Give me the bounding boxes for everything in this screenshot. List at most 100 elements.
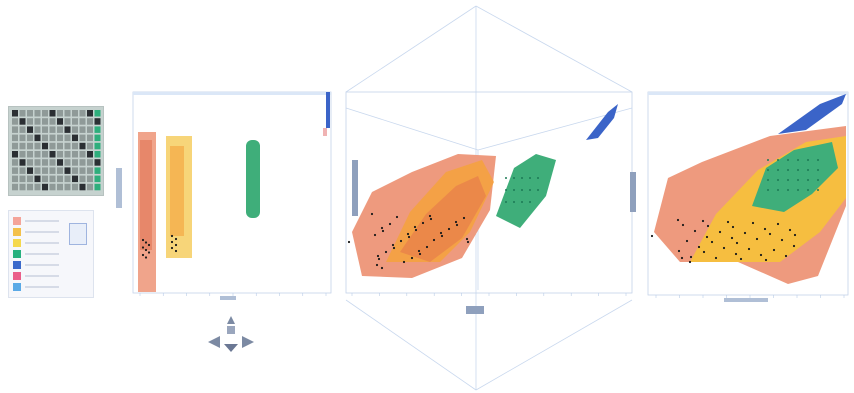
data-point xyxy=(456,224,458,226)
data-point xyxy=(142,254,144,256)
data-point xyxy=(794,234,796,236)
data-point xyxy=(773,249,775,251)
data-point xyxy=(414,226,416,228)
data-point xyxy=(727,221,729,223)
data-point xyxy=(817,189,819,191)
data-point xyxy=(411,257,413,259)
data-point xyxy=(455,221,457,223)
data-point xyxy=(678,250,680,252)
data-point xyxy=(711,241,713,243)
center-y-axis-label xyxy=(352,160,358,216)
data-point xyxy=(505,201,507,203)
data-point xyxy=(777,223,779,225)
navigation-arrows-icon[interactable] xyxy=(200,310,262,354)
data-point xyxy=(807,189,809,191)
data-point xyxy=(698,246,700,248)
data-point xyxy=(797,159,799,161)
data-point xyxy=(426,246,428,248)
data-point xyxy=(781,239,783,241)
data-point xyxy=(682,224,684,226)
data-point xyxy=(731,237,733,239)
data-point xyxy=(374,234,376,236)
data-point xyxy=(175,250,177,252)
data-point xyxy=(744,232,746,234)
data-point xyxy=(400,240,402,242)
data-point xyxy=(764,228,766,230)
orange-core xyxy=(170,146,184,236)
data-point xyxy=(175,238,177,240)
blue-bar xyxy=(326,92,330,128)
green-region xyxy=(496,154,556,228)
data-point xyxy=(381,267,383,269)
data-point xyxy=(715,257,717,259)
data-point xyxy=(752,222,754,224)
data-point xyxy=(777,159,779,161)
data-point xyxy=(785,255,787,257)
data-point xyxy=(689,261,691,263)
data-point xyxy=(769,233,771,235)
data-point xyxy=(797,179,799,181)
data-point xyxy=(145,249,147,251)
data-point xyxy=(767,169,769,171)
data-point xyxy=(505,189,507,191)
data-point xyxy=(466,238,468,240)
data-point xyxy=(767,159,769,161)
data-point xyxy=(385,251,387,253)
data-point xyxy=(441,235,443,237)
center-axis-widget xyxy=(466,306,484,314)
data-point xyxy=(817,179,819,181)
data-point xyxy=(396,216,398,218)
data-point xyxy=(748,248,750,250)
data-point xyxy=(148,251,150,253)
panel-left-frame xyxy=(133,92,331,293)
data-point xyxy=(403,261,405,263)
data-point xyxy=(756,238,758,240)
data-point xyxy=(686,240,688,242)
data-point xyxy=(377,255,379,257)
data-point xyxy=(707,225,709,227)
data-point xyxy=(807,169,809,171)
right-x-axis-label xyxy=(724,298,768,302)
data-point xyxy=(440,232,442,234)
data-point xyxy=(382,230,384,232)
data-point xyxy=(393,247,395,249)
data-point xyxy=(797,169,799,171)
data-point xyxy=(348,241,350,243)
data-point xyxy=(787,159,789,161)
data-point xyxy=(765,259,767,261)
data-point xyxy=(702,220,704,222)
data-point xyxy=(389,223,391,225)
data-point xyxy=(419,253,421,255)
right-y-axis-label xyxy=(630,172,636,212)
data-point xyxy=(797,189,799,191)
data-point xyxy=(448,228,450,230)
data-point xyxy=(513,189,515,191)
data-point xyxy=(415,229,417,231)
data-point xyxy=(408,236,410,238)
data-point xyxy=(171,247,173,249)
data-point xyxy=(732,226,734,228)
data-point xyxy=(148,244,150,246)
data-point xyxy=(777,189,779,191)
data-point xyxy=(537,189,539,191)
data-point xyxy=(418,250,420,252)
panel-left-plot xyxy=(116,92,330,300)
data-point xyxy=(787,179,789,181)
data-point xyxy=(521,177,523,179)
data-point xyxy=(463,217,465,219)
data-point xyxy=(736,242,738,244)
data-point xyxy=(740,258,742,260)
data-point xyxy=(760,254,762,256)
data-point xyxy=(171,235,173,237)
data-point xyxy=(378,258,380,260)
data-point xyxy=(787,169,789,171)
y-axis-label-bar xyxy=(116,168,122,208)
data-point xyxy=(142,246,144,248)
data-point xyxy=(422,222,424,224)
data-point xyxy=(529,189,531,191)
data-point xyxy=(392,244,394,246)
salmon-core xyxy=(140,140,152,250)
data-point xyxy=(142,239,144,241)
data-point xyxy=(521,189,523,191)
data-point xyxy=(777,169,779,171)
